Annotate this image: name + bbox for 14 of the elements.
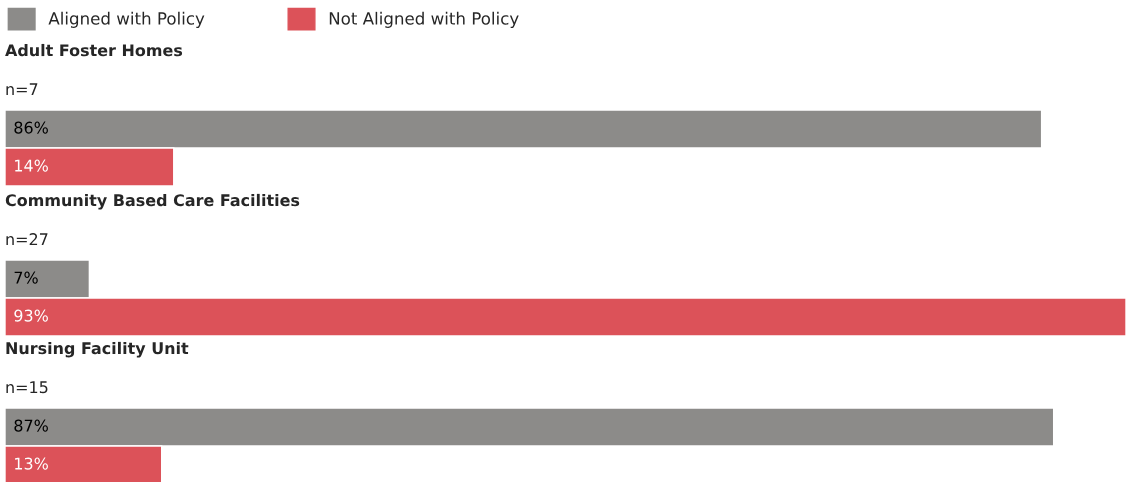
- chart-title: Adult Foster Homes: [5, 43, 183, 57]
- chart-subtitle: n=27: [6, 233, 48, 245]
- data-label: 86%: [14, 121, 48, 134]
- data-label: 14%: [15, 159, 48, 172]
- data-label: 87%: [14, 419, 48, 432]
- legend-label: Aligned with Policy: [48, 11, 205, 28]
- chart-subtitle: n=15: [6, 381, 48, 394]
- data-label: 7%: [14, 271, 38, 284]
- chart-subtitle: n=7: [6, 83, 38, 95]
- chart-title: Community Based Care Facilities: [5, 193, 300, 210]
- legend-label: Not Aligned with Policy: [329, 11, 519, 28]
- chart-title: Nursing Facility Unit: [6, 341, 189, 358]
- data-label: 13%: [15, 457, 48, 470]
- data-label: 93%: [14, 309, 48, 322]
